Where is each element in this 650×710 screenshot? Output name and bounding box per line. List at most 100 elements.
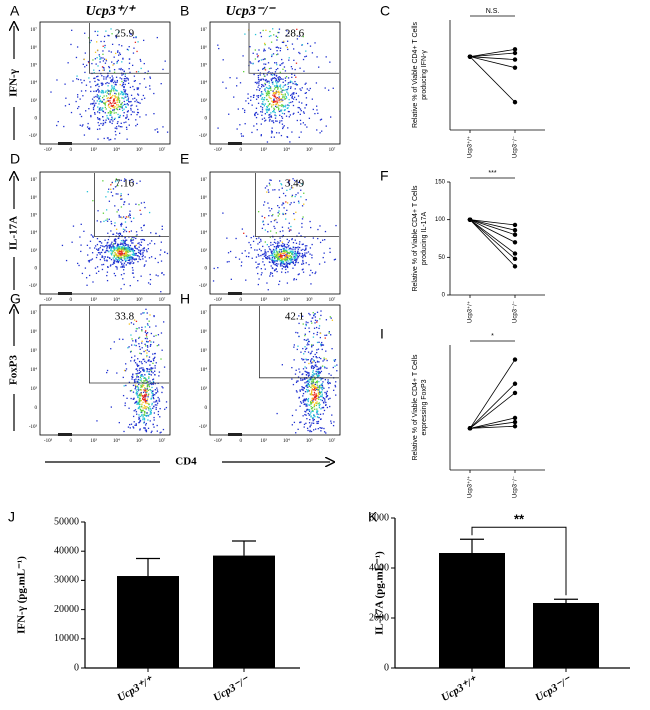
dot <box>270 271 272 274</box>
dot <box>286 91 288 93</box>
dot <box>158 398 160 400</box>
dot <box>335 224 337 227</box>
dot <box>299 67 301 69</box>
dot <box>334 365 336 367</box>
dot <box>312 108 314 111</box>
gate-label: 3.49 <box>285 178 305 190</box>
dot <box>157 396 159 399</box>
dot <box>84 66 86 68</box>
dot <box>305 414 307 416</box>
dot <box>282 192 285 195</box>
point <box>512 357 518 362</box>
dot <box>308 312 310 315</box>
dot <box>226 261 228 263</box>
dot <box>97 30 99 33</box>
dot <box>123 231 125 233</box>
dot <box>271 127 273 129</box>
dot <box>90 86 92 88</box>
dot <box>158 375 160 377</box>
dot <box>291 366 293 369</box>
dot <box>302 259 304 262</box>
dot <box>113 88 115 91</box>
dot <box>121 85 123 87</box>
dot <box>321 341 323 344</box>
dot <box>112 233 115 235</box>
dot <box>133 80 135 82</box>
dot <box>276 39 278 41</box>
dot <box>146 384 149 387</box>
plot-frame <box>209 21 341 145</box>
dot <box>106 218 108 220</box>
dot <box>149 242 151 245</box>
dot <box>125 251 127 254</box>
dot <box>139 408 142 410</box>
dot <box>271 55 273 58</box>
dot <box>289 259 291 261</box>
dot <box>264 88 266 90</box>
dot <box>119 243 122 246</box>
dot <box>325 358 327 360</box>
dot <box>318 356 320 359</box>
dot <box>280 271 283 273</box>
dot <box>291 101 294 103</box>
dot <box>111 79 114 81</box>
dot <box>276 270 278 273</box>
dot <box>117 31 120 33</box>
dot <box>112 94 114 97</box>
dot <box>77 96 79 98</box>
dot <box>149 345 152 347</box>
dot <box>80 90 83 92</box>
dot <box>269 210 271 212</box>
dot <box>79 113 81 115</box>
dot <box>311 422 313 424</box>
dot <box>312 370 314 372</box>
dot <box>306 405 308 407</box>
dot <box>132 269 134 271</box>
dot <box>287 227 290 229</box>
dot <box>305 367 308 369</box>
dot <box>125 93 127 95</box>
dot <box>314 387 316 389</box>
dot <box>122 376 124 379</box>
dot <box>307 383 309 386</box>
dot <box>314 396 317 399</box>
y-tick-label: -10³ <box>29 133 38 139</box>
dot <box>98 108 101 110</box>
dot <box>102 53 104 55</box>
dot <box>121 243 123 246</box>
dot <box>322 360 324 362</box>
dot <box>132 252 135 254</box>
x-tick-label: 10⁷ <box>159 438 166 444</box>
dot <box>274 263 276 266</box>
dot <box>272 275 274 277</box>
dot <box>126 77 128 79</box>
dot <box>140 409 142 411</box>
dot <box>127 193 129 196</box>
dot <box>304 255 307 258</box>
dot <box>285 76 288 78</box>
dot <box>328 382 331 384</box>
pair-line <box>469 56 516 60</box>
dot <box>119 77 121 79</box>
dot <box>116 106 118 108</box>
dot <box>283 113 286 115</box>
dot <box>138 418 141 420</box>
dot <box>291 96 293 99</box>
dot <box>140 378 142 380</box>
dot <box>312 398 314 400</box>
dot <box>295 242 298 244</box>
dot <box>313 327 316 329</box>
dot <box>282 202 285 205</box>
x-tick-label: Ucp3⁻/⁻ <box>513 301 519 323</box>
dot <box>308 343 310 346</box>
dot <box>140 411 143 413</box>
dot <box>275 80 277 82</box>
dot <box>146 352 148 354</box>
dot <box>99 258 102 261</box>
dot <box>131 242 133 244</box>
dot <box>142 415 144 417</box>
dot <box>131 338 133 340</box>
dot <box>80 223 82 225</box>
dot <box>275 262 278 265</box>
dot <box>120 179 122 182</box>
